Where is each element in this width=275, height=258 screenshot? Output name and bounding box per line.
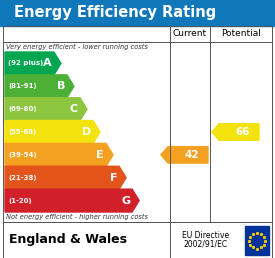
Text: D: D <box>82 127 91 137</box>
Text: (21-38): (21-38) <box>8 175 37 181</box>
Text: Potential: Potential <box>221 29 261 38</box>
Polygon shape <box>5 98 87 120</box>
Text: England & Wales: England & Wales <box>9 233 127 246</box>
Polygon shape <box>212 124 259 140</box>
Text: Current: Current <box>173 29 207 38</box>
Text: Energy Efficiency Rating: Energy Efficiency Rating <box>14 5 217 20</box>
Bar <box>245 226 269 255</box>
Text: F: F <box>110 173 117 183</box>
Text: (81-91): (81-91) <box>8 83 37 89</box>
Polygon shape <box>5 143 113 166</box>
Polygon shape <box>5 120 100 143</box>
Text: 2002/91/EC: 2002/91/EC <box>184 239 228 248</box>
Text: 42: 42 <box>185 150 199 160</box>
Text: C: C <box>70 104 78 114</box>
Text: G: G <box>121 196 130 206</box>
Text: A: A <box>43 58 52 68</box>
Bar <box>3 222 272 258</box>
Polygon shape <box>5 189 139 212</box>
Text: (55-68): (55-68) <box>8 129 36 135</box>
Text: (39-54): (39-54) <box>8 152 37 158</box>
Text: Very energy efficient - lower running costs: Very energy efficient - lower running co… <box>6 44 148 50</box>
Text: (69-80): (69-80) <box>8 106 37 112</box>
Text: (1-20): (1-20) <box>8 198 32 204</box>
Text: Not energy efficient - higher running costs: Not energy efficient - higher running co… <box>6 214 148 220</box>
Polygon shape <box>5 166 126 189</box>
Text: EU Directive: EU Directive <box>182 231 230 240</box>
Polygon shape <box>5 75 74 98</box>
Text: E: E <box>97 150 104 160</box>
Polygon shape <box>5 52 61 75</box>
Text: (92 plus): (92 plus) <box>8 60 43 66</box>
Text: B: B <box>57 81 65 91</box>
Bar <box>3 26 272 222</box>
Polygon shape <box>161 147 208 163</box>
Text: 66: 66 <box>236 127 250 137</box>
Bar <box>0 0 275 26</box>
